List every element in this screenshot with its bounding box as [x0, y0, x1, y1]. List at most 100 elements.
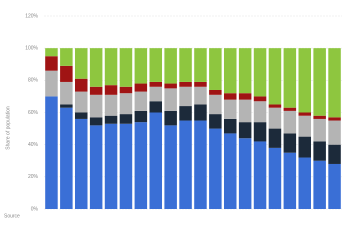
bar-segment [134, 91, 148, 111]
bar-segment [45, 70, 58, 97]
bar-segment [298, 115, 312, 137]
bar-segment [179, 81, 192, 87]
bar-segment [119, 114, 133, 124]
bar-segment [104, 85, 118, 95]
bar-segment [223, 133, 237, 209]
bar-segment [268, 147, 282, 209]
bar-segment [149, 48, 163, 82]
bar-segment [194, 120, 207, 209]
bar-segment [60, 104, 73, 108]
bar-segment [313, 115, 326, 119]
bar-segment [194, 48, 207, 82]
bar-segment [74, 91, 88, 113]
bar-segment [179, 48, 192, 82]
bar-segment [149, 112, 163, 209]
bar-segment [104, 48, 118, 86]
y-tick-label: 60% [28, 110, 39, 116]
bar-segment [283, 110, 297, 134]
bar-segment [253, 122, 267, 142]
bar-segment [238, 138, 252, 209]
bar-segment [104, 115, 118, 124]
bar-segment [134, 48, 148, 84]
bar-segment [238, 99, 252, 123]
bar-segment [164, 125, 177, 209]
bar-segment [60, 81, 73, 105]
bar-segment [45, 48, 58, 57]
bar-segment [268, 107, 282, 129]
bar-segment [328, 48, 341, 118]
bar-segment [253, 141, 267, 209]
bar-segment [149, 101, 163, 113]
bar-segment [209, 94, 222, 115]
bar-segment [328, 163, 341, 209]
bar-segment [238, 48, 252, 94]
bar-segment [283, 48, 297, 108]
bar-segment [313, 160, 326, 209]
bar-segment [328, 117, 341, 121]
bar-segment [89, 86, 103, 95]
bar-segment [60, 107, 73, 209]
bar-segment [209, 128, 222, 209]
bar-segment [74, 78, 88, 92]
bar-segment [283, 133, 297, 153]
bar-segment [328, 144, 341, 164]
bar-segment [104, 123, 118, 209]
bar-segment [179, 120, 192, 209]
bar-segment [149, 86, 163, 102]
bar-segment [164, 83, 177, 89]
bar-segment [149, 81, 163, 87]
bar-segment [268, 104, 282, 108]
y-tick-label: 100% [25, 45, 38, 51]
bar-segment [60, 48, 73, 66]
bar-segment [238, 122, 252, 139]
bar-segment [119, 123, 133, 209]
bar-segment [74, 118, 88, 209]
bar-segment [119, 48, 133, 87]
source: Source [4, 213, 20, 219]
bar-segment [179, 86, 192, 107]
bar-segment [268, 48, 282, 105]
bar-segment [74, 48, 88, 79]
bar-segment [283, 152, 297, 209]
bar-segment [179, 106, 192, 121]
bar-segment [298, 136, 312, 158]
bar-segment [89, 117, 103, 126]
bar-segment [209, 89, 222, 95]
bar-segment [283, 107, 297, 111]
bar-segment [89, 94, 103, 118]
y-tick-label: 20% [28, 174, 39, 180]
bar-segment [89, 48, 103, 87]
y-axis-label: Share of population [5, 106, 11, 150]
bar-segment [253, 96, 267, 102]
chart: Share of population Source 0% 20% 40% 60% 80… [4, 13, 342, 219]
bar-segment [134, 110, 148, 123]
bar-segment [74, 112, 88, 119]
bar-segment [194, 81, 207, 87]
bar-segment [298, 48, 312, 113]
bar-segment [134, 122, 148, 209]
bar-segment [60, 65, 73, 82]
bar-segment [164, 110, 177, 126]
bar-segment [104, 94, 118, 116]
bar-segment [89, 125, 103, 209]
bar-segment [328, 120, 341, 145]
bar-segment [223, 118, 237, 134]
bar-segment [268, 128, 282, 148]
bar-segment [45, 96, 58, 209]
y-tick-label: 40% [28, 142, 39, 148]
bar-segment [253, 101, 267, 123]
y-tick-label: 80% [28, 78, 39, 84]
bar-segment [238, 93, 252, 100]
bar-segment [194, 104, 207, 121]
bar-segment [194, 86, 207, 105]
bar-segment [313, 48, 326, 116]
y-tick-label: 120% [25, 13, 38, 19]
bar-segment [119, 86, 133, 94]
bar-segment [298, 157, 312, 209]
bar-segment [313, 118, 326, 142]
bar-segment [253, 48, 267, 97]
bar-segment [134, 83, 148, 92]
bar-segment [298, 112, 312, 116]
bar-segment [164, 88, 177, 111]
y-tick-label: 0% [31, 206, 39, 212]
